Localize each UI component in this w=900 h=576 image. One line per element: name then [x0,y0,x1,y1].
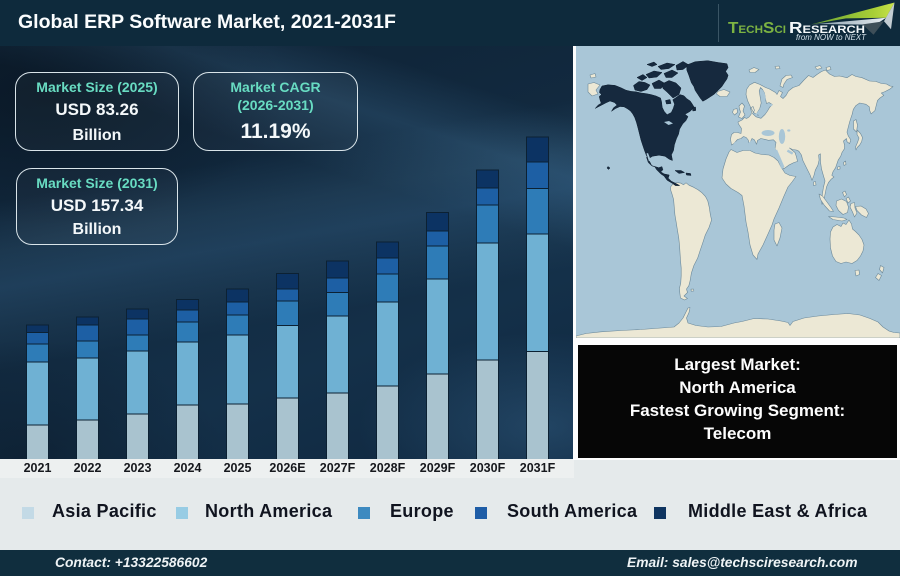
svg-text:TechSci: TechSci [728,20,786,37]
svg-text:Research: Research [789,20,865,37]
svg-text:from NOW to NEXT: from NOW to NEXT [796,33,867,42]
